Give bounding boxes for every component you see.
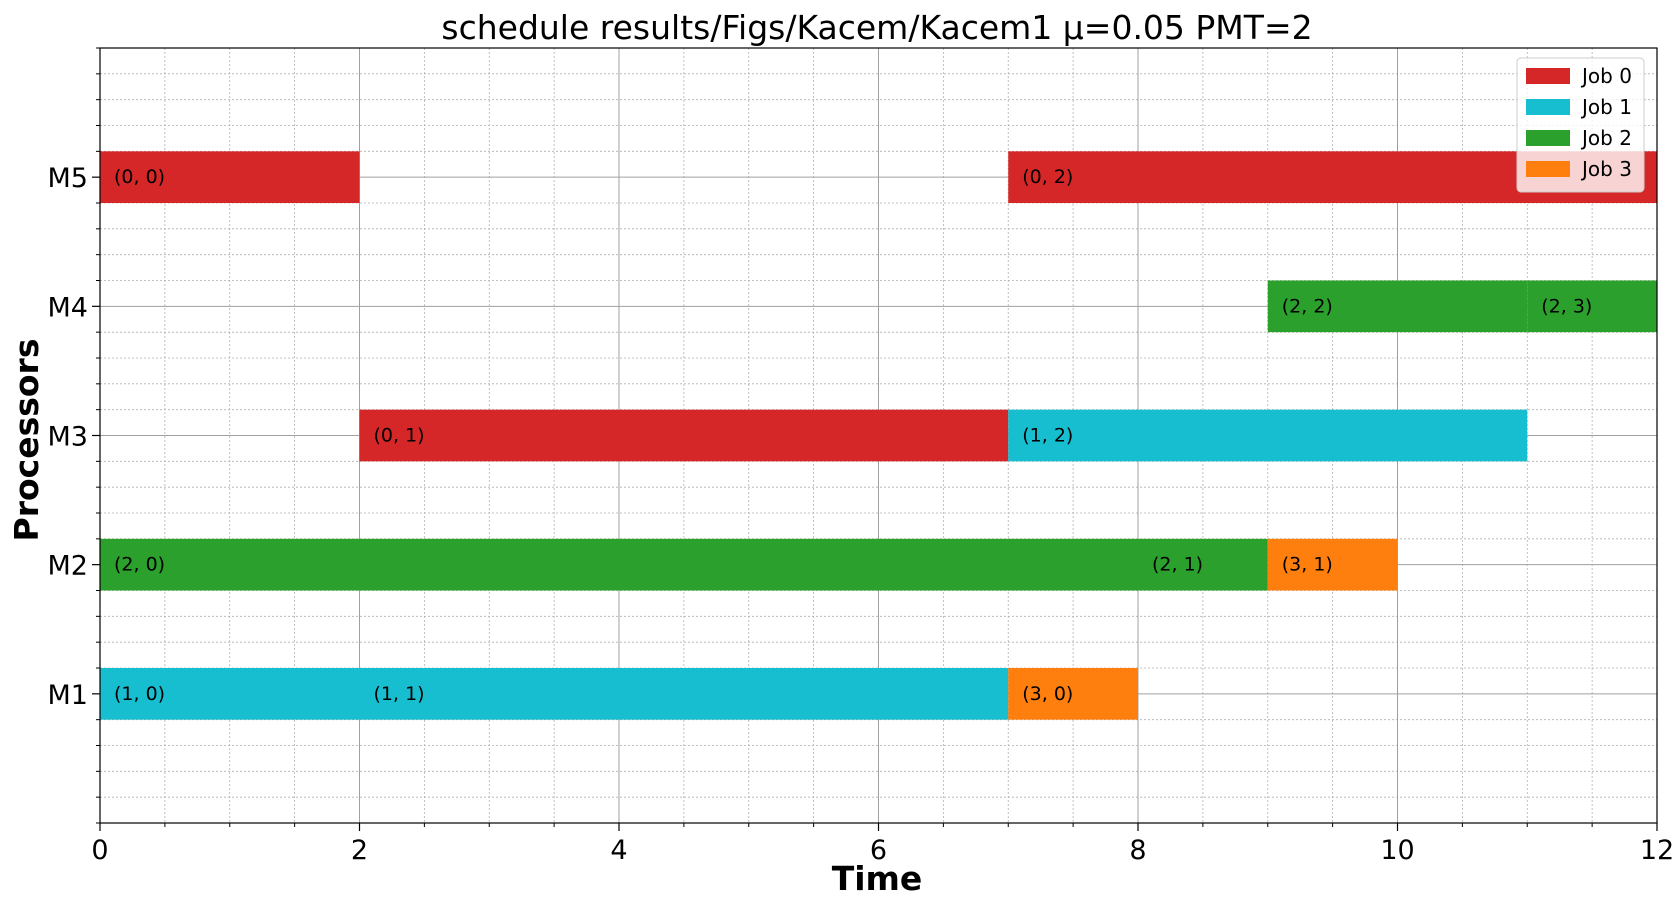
task-label: (3, 1)	[1282, 554, 1333, 576]
y-tick-label: M2	[48, 551, 88, 582]
legend-label: Job 3	[1580, 157, 1632, 181]
task-bar	[100, 538, 1138, 591]
legend-label: Job 0	[1580, 64, 1632, 88]
legend-swatch	[1526, 99, 1570, 115]
x-tick-label: 8	[1129, 835, 1146, 866]
x-tick-label: 2	[351, 835, 368, 866]
legend-swatch	[1526, 161, 1570, 177]
task-bar	[1267, 280, 1528, 333]
y-tick-label: M3	[48, 422, 88, 453]
legend-label: Job 2	[1580, 126, 1632, 150]
legend-box	[1516, 57, 1645, 193]
task-label: (1, 0)	[114, 683, 165, 705]
task-bar	[1138, 538, 1268, 591]
legend-swatch	[1526, 68, 1570, 84]
task-label: (0, 0)	[114, 166, 165, 188]
task-bar	[1008, 668, 1138, 720]
y-axis-label: Processors	[7, 339, 46, 542]
task-label: (3, 0)	[1022, 683, 1073, 705]
task-label: (2, 1)	[1152, 554, 1203, 576]
x-tick-label: 0	[91, 835, 108, 866]
task-label: (1, 1)	[374, 683, 425, 705]
y-tick-label: M4	[48, 292, 88, 323]
y-tick-labels: M1 M2 M3 M4 M5	[48, 163, 88, 711]
x-tick-label: 10	[1380, 835, 1414, 866]
task-label: (1, 2)	[1022, 425, 1073, 447]
task-label: (0, 2)	[1022, 166, 1073, 188]
x-tick-labels: 0 2 4 6 8 10 12	[91, 835, 1674, 866]
task-label: (2, 3)	[1541, 295, 1592, 317]
x-axis-label: Time	[832, 859, 923, 898]
task-bar	[359, 409, 1009, 462]
task-bar	[100, 151, 360, 203]
legend-swatch	[1526, 130, 1570, 146]
task-labels: (0, 0) (0, 2) (2, 2) (2, 3) (0, 1) (1, 2) (2, …	[114, 166, 1592, 705]
task-bar	[1008, 409, 1528, 462]
legend: Job 0 Job 1 Job 2 Job 3	[1516, 57, 1645, 193]
y-tick-label: M5	[48, 163, 88, 194]
x-tick-label: 4	[610, 835, 627, 866]
y-tick-label: M1	[48, 680, 88, 711]
chart-title: schedule results/Figs/Kacem/Kacem1 μ=0.0…	[441, 8, 1312, 47]
x-tick-label: 12	[1640, 835, 1674, 866]
task-bar	[1267, 538, 1398, 591]
task-label: (2, 0)	[114, 554, 165, 576]
axis-ticks	[92, 47, 1658, 831]
task-bar	[359, 668, 1009, 720]
task-label: (2, 2)	[1282, 295, 1333, 317]
legend-label: Job 1	[1580, 95, 1632, 119]
task-bar	[1527, 280, 1657, 333]
task-bar	[100, 668, 360, 720]
x-tick-label: 6	[870, 835, 887, 866]
task-label: (0, 1)	[374, 425, 425, 447]
